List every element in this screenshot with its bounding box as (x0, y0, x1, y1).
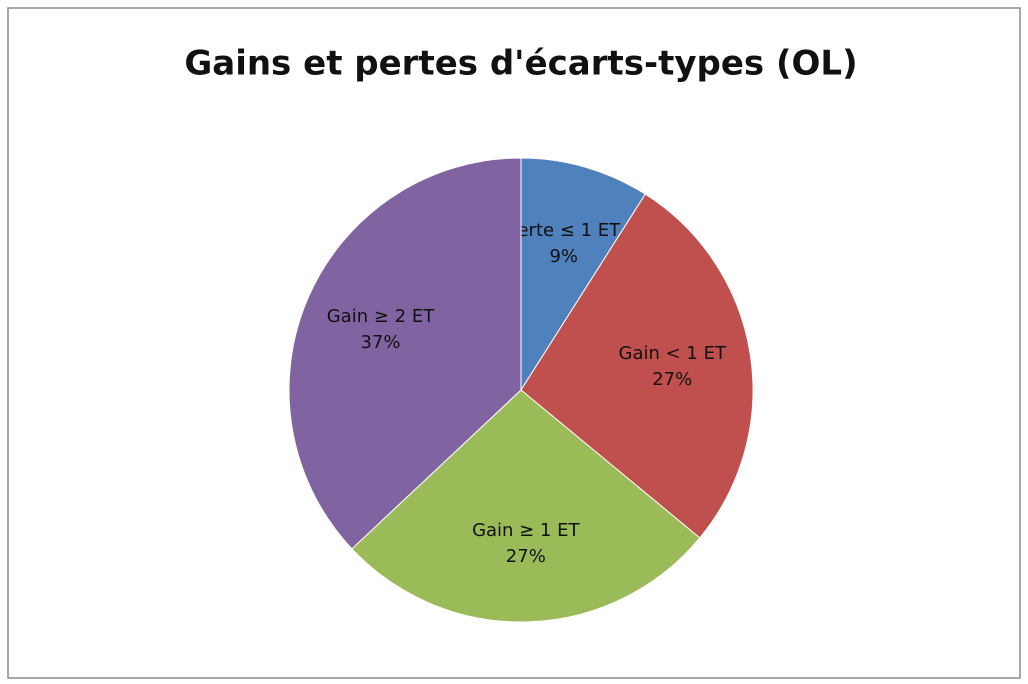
slice-value-label: 9% (549, 246, 578, 267)
chart-title: Gains et pertes d'écarts-types (OL) (184, 44, 857, 84)
pie-slice (351, 389, 701, 623)
slice-label: Gain ≥ 2 ET (327, 306, 435, 327)
slice-value-label: 27% (506, 546, 546, 567)
pie-slice (520, 157, 647, 392)
slice-value-label: 27% (652, 369, 692, 390)
slice-label: Gain ≥ 1 ET (472, 520, 580, 541)
pie-slice (520, 193, 754, 539)
slice-label: Perte ≤ 1 ET (507, 220, 621, 241)
slice-label: Gain < 1 ET (619, 343, 727, 364)
slice-value-label: 37% (360, 332, 400, 353)
pie-slice (288, 157, 522, 550)
